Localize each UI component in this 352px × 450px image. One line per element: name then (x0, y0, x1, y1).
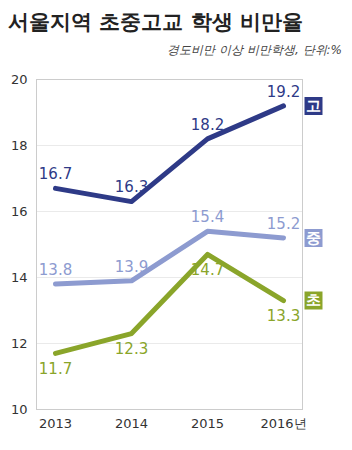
svg-text:14: 14 (11, 270, 28, 285)
html-text:서울지역 초중고교 학생 비만율: 서울지역 초중고교 학생 비만율 (8, 10, 303, 34)
svg-text:11.7: 11.7 (39, 360, 72, 378)
svg-text:2016년: 2016년 (260, 416, 306, 431)
svg-text:13.9: 13.9 (115, 258, 148, 276)
svg-text:13.8: 13.8 (39, 261, 72, 279)
svg-text:16.7: 16.7 (39, 165, 72, 183)
svg-text:12.3: 12.3 (115, 340, 148, 358)
html-text:경도비만 이상 비만학생, 단위:%: 경도비만 이상 비만학생, 단위:% (167, 43, 342, 57)
svg-text:초: 초 (306, 291, 321, 309)
svg-text:16.3: 16.3 (115, 178, 148, 196)
svg-text:18.2: 18.2 (191, 116, 224, 134)
svg-text:2015: 2015 (191, 416, 224, 431)
svg-text:15.4: 15.4 (191, 208, 224, 226)
svg-text:2013: 2013 (39, 416, 72, 431)
svg-text:10: 10 (11, 402, 28, 417)
svg-text:16: 16 (11, 204, 28, 219)
svg-text:2014: 2014 (115, 416, 148, 431)
svg-text:18: 18 (11, 138, 28, 153)
svg-text:고: 고 (306, 97, 321, 115)
svg-text:12: 12 (11, 336, 28, 351)
svg-text:13.3: 13.3 (267, 307, 300, 325)
svg-text:중: 중 (306, 229, 321, 247)
svg-text:19.2: 19.2 (267, 83, 300, 101)
svg-text:15.2: 15.2 (267, 215, 300, 233)
svg-text:20: 20 (11, 72, 28, 87)
svg-text:14.7: 14.7 (191, 261, 224, 279)
